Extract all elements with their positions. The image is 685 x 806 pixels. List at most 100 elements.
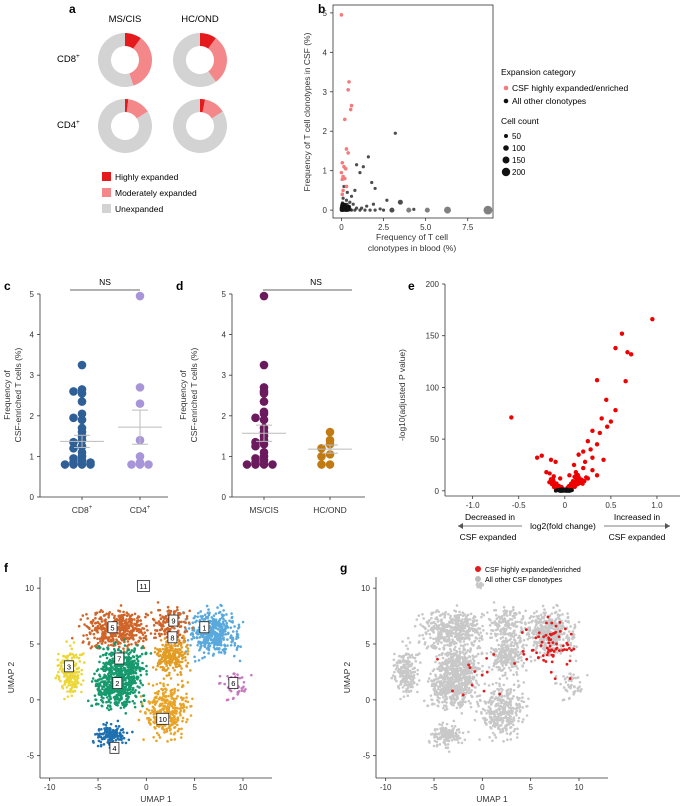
umap-point-cluster [80, 690, 83, 694]
umap-point-cluster [121, 728, 124, 731]
umap-point-cluster [172, 649, 176, 653]
xtick-label-e: 0.5 [605, 501, 617, 510]
umap-point-cluster [163, 637, 167, 640]
umap-point-gray [558, 609, 561, 612]
umap-point-cluster [164, 695, 167, 699]
umap-point-cluster [101, 632, 104, 636]
umap-point-cluster [137, 640, 140, 643]
umap-point-cluster [73, 674, 77, 678]
point-e-sig [553, 459, 558, 465]
umap-point-cluster [114, 738, 118, 742]
umap-point-cluster [155, 739, 158, 743]
umap-point-cluster [179, 707, 182, 710]
umap-point-cluster [151, 666, 155, 669]
umap-point-cluster [172, 706, 176, 710]
umap-point-cluster [206, 637, 210, 640]
umap-point-gray [436, 667, 439, 671]
umap-point-gray [524, 609, 527, 613]
umap-point-cluster [166, 740, 169, 743]
point-b-other [358, 208, 362, 212]
umap-point-cluster [119, 633, 123, 637]
umap-point-cluster [79, 618, 83, 621]
point-e-sig [597, 430, 603, 436]
ytick-label-e: 50 [430, 435, 439, 444]
umap-point-cluster [224, 632, 228, 636]
umap-point-cluster [145, 672, 148, 676]
umap-point-cluster [144, 615, 147, 619]
umap-point-cluster [178, 660, 182, 664]
xtick-label-b: 0 [339, 223, 344, 232]
umap-point-cluster [199, 642, 202, 646]
umap-point-cluster [176, 608, 179, 612]
umap-point-gray [503, 609, 507, 612]
ytick-label: 1 [222, 452, 227, 461]
umap-point-cluster [226, 638, 229, 641]
umap-point-gray [463, 637, 467, 641]
umap-point-cluster [101, 627, 105, 631]
umap-point-cluster [186, 649, 190, 653]
umap-point-gray [567, 621, 571, 624]
umap-point-cluster [107, 676, 110, 680]
umap-point-cluster [120, 738, 123, 742]
xtick-label-umap: -10 [44, 783, 56, 792]
umap-point-cluster [228, 688, 232, 692]
umap-point-cluster [124, 712, 128, 715]
umap-point-cluster [238, 676, 242, 680]
umap-point-cluster [165, 688, 168, 692]
umap-point-cluster [134, 622, 138, 626]
umap-point-cluster [113, 696, 116, 699]
umap-point-cluster [175, 706, 178, 710]
umap-point-cluster [162, 651, 165, 655]
umap-point-cluster [166, 667, 170, 670]
umap-point-cluster [181, 656, 185, 660]
umap-point-cluster [124, 681, 128, 685]
umap-point-cluster [119, 641, 122, 645]
umap-point-cluster [210, 630, 214, 634]
umap-point-gray [496, 623, 499, 626]
umap-point-gray [554, 638, 557, 641]
umap-point-cluster [139, 628, 142, 632]
umap-point-cluster [127, 662, 131, 666]
umap-point-gray [424, 632, 428, 636]
umap-point-cluster [102, 614, 106, 617]
umap-point-cluster [215, 622, 218, 626]
umap-point-cluster [183, 626, 187, 629]
umap-point-cluster [70, 636, 74, 640]
umap-point-cluster [128, 684, 132, 687]
umap-point-cluster [63, 697, 66, 701]
donut-slice [200, 33, 216, 49]
umap-point-cluster [61, 659, 65, 662]
umap-point-gray [532, 630, 535, 633]
point-e-sig [619, 331, 625, 336]
umap-point-gray [451, 654, 455, 658]
umap-point-cluster [111, 739, 115, 743]
umap-point-cluster [173, 738, 177, 741]
umap-point-gray [467, 672, 471, 675]
umap-point-cluster [173, 715, 176, 719]
umap-point-gray [519, 626, 523, 629]
umap-point-cluster [170, 649, 174, 652]
umap-point-gray [489, 636, 492, 640]
umap-point-gray [569, 654, 572, 658]
row-label-cd8: CD8+ [57, 53, 80, 65]
point-b-enriched [348, 107, 353, 112]
umap-point-gray [494, 634, 498, 638]
ytick-label-umap: 0 [30, 696, 35, 705]
point-b-enriched [349, 103, 354, 108]
umap-point-gray [531, 619, 534, 623]
panel-a-label: a [69, 2, 76, 16]
umap-point-cluster [206, 616, 209, 620]
umap-point-cluster [180, 727, 183, 731]
umap-point-cluster [159, 681, 162, 685]
umap-point-cluster [186, 652, 190, 656]
umap-point-cluster [128, 687, 132, 691]
umap-point-cluster [141, 633, 145, 636]
xtick-label-e: 1.0 [651, 501, 663, 510]
umap-point-cluster [99, 740, 103, 744]
point-b-other [373, 208, 377, 212]
donut-slice [129, 38, 153, 86]
umap-point-cluster [222, 628, 225, 632]
umap-point-gray [432, 682, 436, 685]
umap-point-gray [556, 616, 560, 619]
umap-point-cluster [114, 733, 118, 736]
